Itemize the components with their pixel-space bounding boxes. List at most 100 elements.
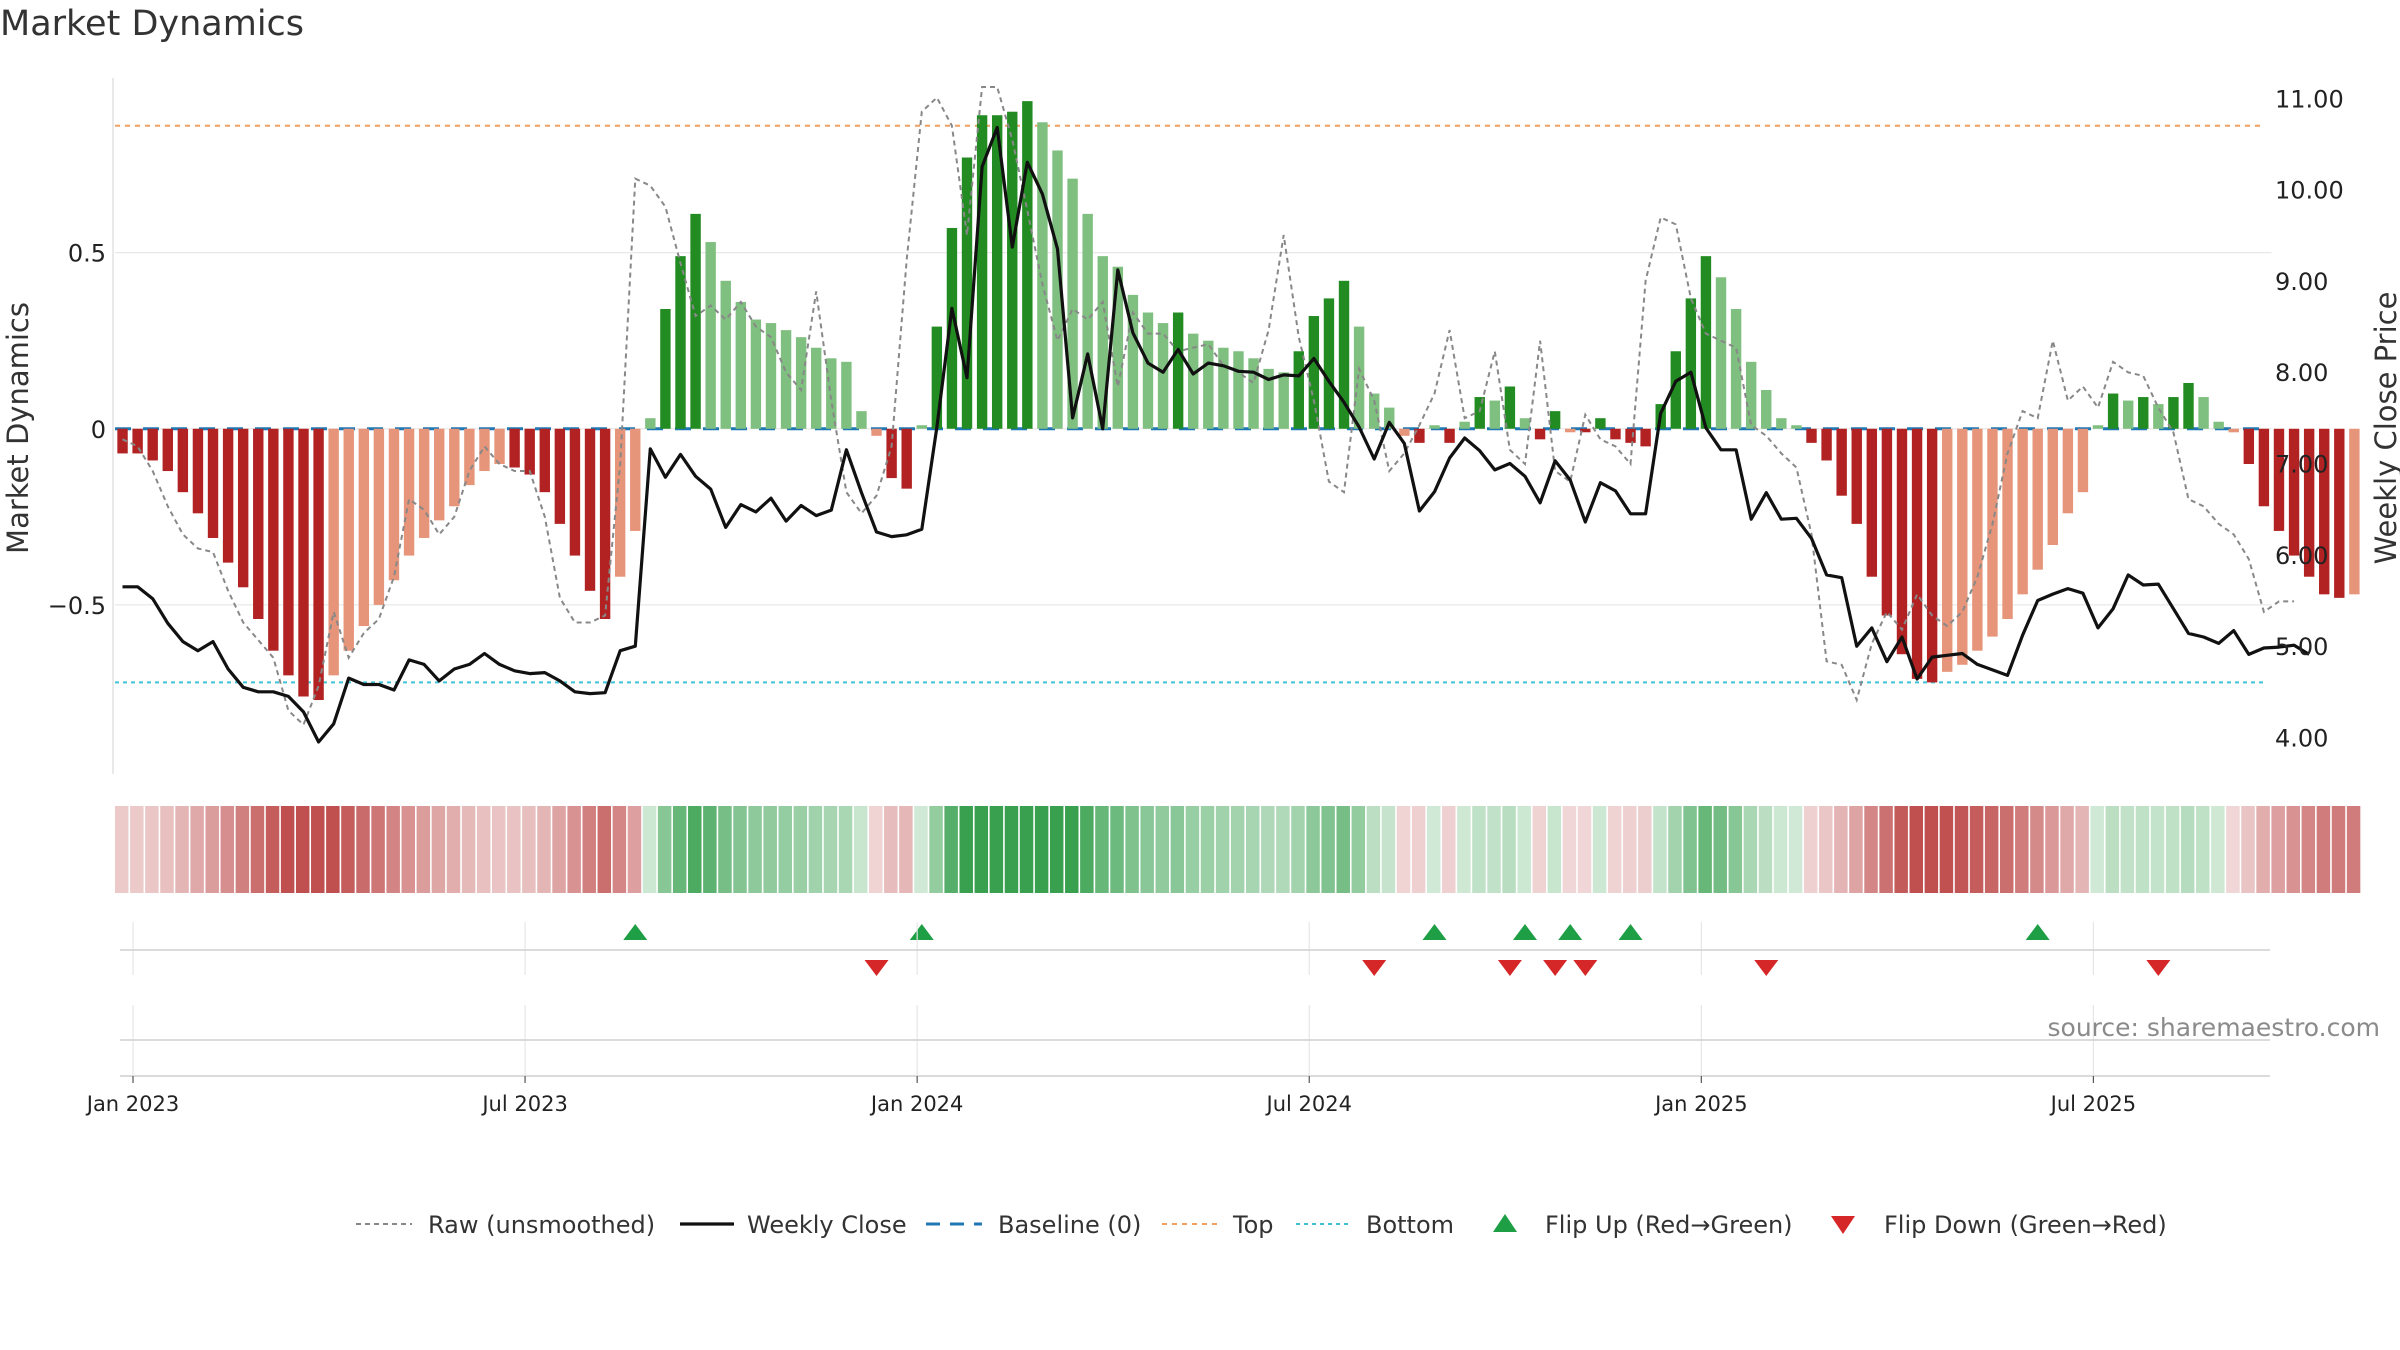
bar: [1700, 256, 1712, 429]
regime-cell: [2060, 806, 2074, 893]
bar: [1142, 312, 1154, 429]
regime-cell: [2165, 806, 2180, 893]
regime-cell: [1215, 806, 1230, 893]
bar: [449, 428, 460, 507]
regime-cell: [959, 806, 973, 893]
regime-cell: [295, 806, 310, 893]
regime-cell: [1909, 806, 1923, 893]
bar: [2047, 428, 2058, 546]
regime-cell: [1442, 806, 1456, 893]
bar: [464, 428, 475, 486]
regime-cell: [627, 806, 642, 893]
bar: [1308, 316, 1320, 429]
bar: [388, 428, 400, 581]
bar: [434, 428, 445, 521]
regime-cell: [341, 806, 355, 893]
regime-cell: [537, 806, 551, 893]
regime-cell: [1984, 806, 1999, 893]
regime-cell: [1773, 806, 1788, 893]
bar: [358, 428, 370, 627]
regime-cell: [416, 806, 431, 893]
bar: [931, 326, 943, 429]
regime-cell: [1803, 806, 1818, 893]
regime-cell: [1246, 806, 1260, 893]
bar: [1806, 428, 1817, 443]
regime-cell: [2180, 806, 2195, 893]
bar: [1459, 421, 1470, 429]
flip-down-marker: [2146, 960, 2171, 976]
bar: [2198, 397, 2209, 429]
regime-cell: [2301, 806, 2316, 893]
bar: [1595, 418, 1606, 429]
regime-cell: [1924, 806, 1939, 893]
regime-cell: [989, 806, 1004, 893]
bar: [1052, 150, 1063, 429]
bar: [1926, 428, 1938, 683]
flip-down-marker: [1362, 960, 1387, 976]
right-tick-label: 9.00: [2275, 268, 2328, 296]
bar: [1489, 400, 1501, 429]
bar: [237, 428, 249, 588]
regime-cell: [1849, 806, 1863, 893]
bar: [2349, 428, 2360, 595]
regime-cell: [1396, 806, 1411, 893]
regime-cell: [838, 806, 853, 893]
regime-cell: [1230, 806, 1245, 893]
regime-cell: [160, 806, 174, 893]
bar: [780, 330, 792, 429]
regime-cell: [552, 806, 566, 893]
regime-cell: [944, 806, 958, 893]
bar: [192, 428, 204, 514]
bar: [1670, 351, 1681, 429]
bar: [1866, 428, 1878, 577]
date-tick-label: Jan 2024: [869, 1092, 964, 1116]
regime-cell: [130, 806, 144, 893]
bar: [1519, 418, 1531, 429]
bar: [1353, 326, 1365, 429]
regime-cell: [1080, 806, 1094, 893]
bar: [418, 428, 430, 538]
regime-cell: [642, 806, 657, 893]
left-tick-label: −0.5: [48, 592, 106, 620]
regime-cell: [145, 806, 159, 893]
regime-cell: [718, 806, 732, 893]
regime-cell: [2090, 806, 2104, 893]
regime-cell: [793, 806, 808, 893]
right-tick-label: 10.00: [2275, 177, 2344, 205]
regime-cell: [235, 806, 250, 893]
bars-layer: [117, 101, 2360, 701]
regime-cell: [507, 806, 521, 893]
regime-cell: [853, 806, 868, 893]
regime-cell: [1819, 806, 1833, 893]
legend-label: Flip Down (Green→Red): [1884, 1211, 2167, 1239]
regime-cell: [1638, 806, 1652, 893]
regime-cell: [1411, 806, 1426, 893]
bar: [1565, 428, 1576, 433]
bar: [1293, 351, 1304, 429]
bar: [675, 256, 686, 429]
regime-cell: [2196, 806, 2210, 893]
bar: [599, 428, 611, 619]
regime-cell: [1517, 806, 1531, 893]
bar: [2288, 428, 2300, 556]
flip-up-marker: [1512, 924, 1537, 940]
regime-cell: [1487, 806, 1501, 893]
left-axis-title: Market Dynamics: [1, 302, 35, 554]
regime-cell: [446, 806, 461, 893]
regime-cell: [1562, 806, 1577, 893]
regime-cell: [688, 806, 702, 893]
bar: [1278, 372, 1289, 429]
bar: [117, 428, 128, 454]
bar: [811, 347, 822, 429]
regime-cell: [1577, 806, 1592, 893]
lines-layer: [122, 86, 2310, 744]
bar: [1549, 411, 1561, 429]
regime-cell: [748, 806, 762, 893]
legend-flip-down-swatch: [1831, 1216, 1855, 1234]
bar: [1233, 351, 1244, 429]
bar: [1896, 428, 1908, 655]
bar: [614, 428, 626, 577]
bar: [1248, 358, 1259, 429]
date-tick-label: Jul 2023: [480, 1092, 567, 1116]
